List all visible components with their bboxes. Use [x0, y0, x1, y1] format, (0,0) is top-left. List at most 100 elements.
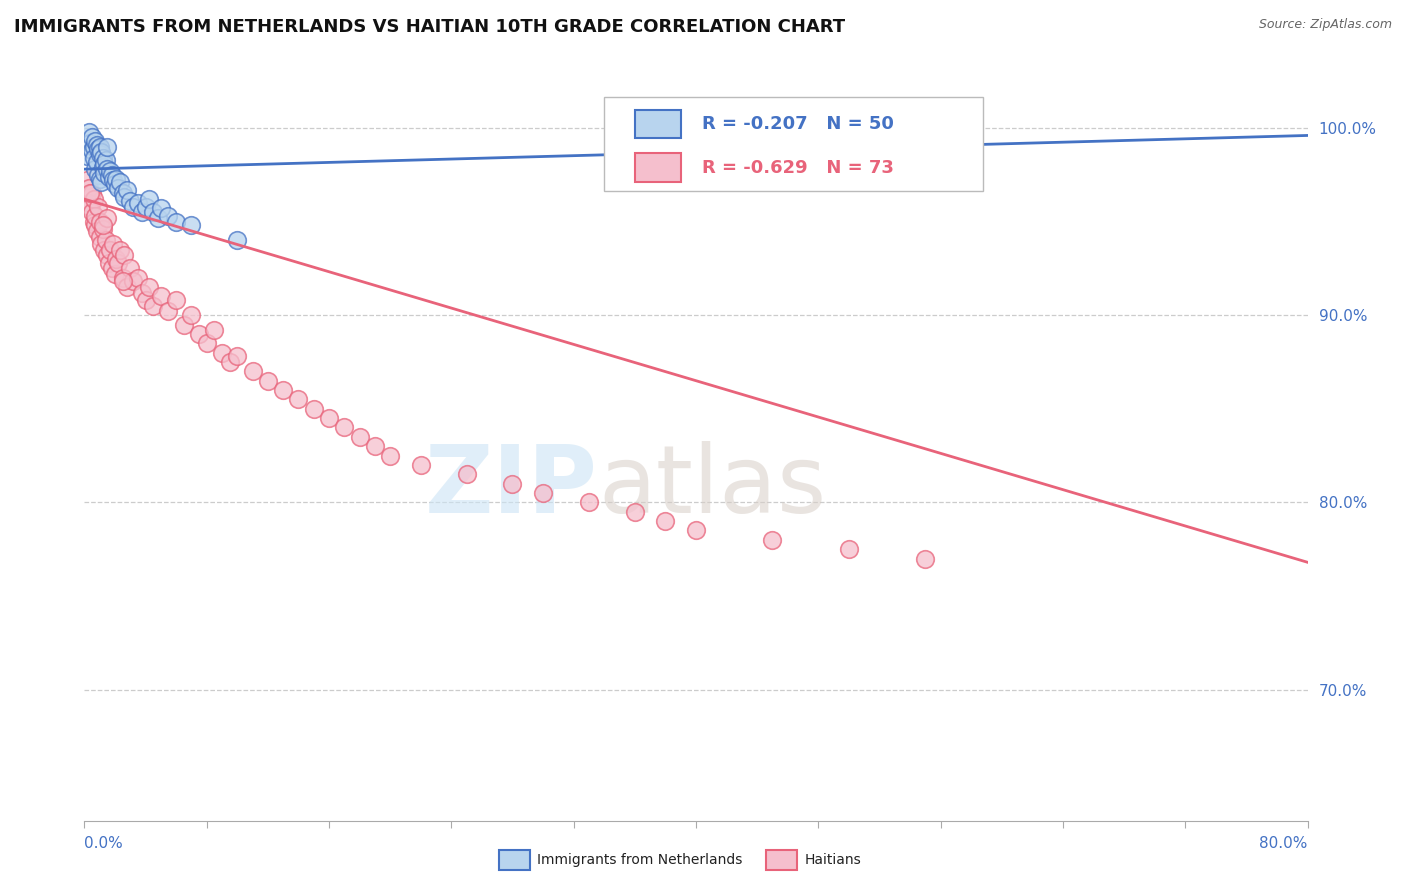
- Point: [578, 495, 600, 509]
- Point: [89, 229, 111, 244]
- Point: [165, 214, 187, 228]
- Point: [173, 318, 195, 332]
- Text: Source: ZipAtlas.com: Source: ZipAtlas.com: [1258, 18, 1392, 31]
- Point: [105, 171, 128, 186]
- Point: [89, 139, 111, 153]
- Point: [93, 166, 115, 180]
- Point: [84, 134, 107, 148]
- Point: [242, 364, 264, 378]
- Point: [456, 467, 478, 482]
- Point: [135, 200, 157, 214]
- Point: [180, 308, 202, 322]
- Point: [94, 233, 117, 247]
- Point: [838, 542, 860, 557]
- Text: R = -0.629   N = 73: R = -0.629 N = 73: [702, 159, 894, 177]
- Point: [91, 161, 114, 175]
- Point: [115, 280, 138, 294]
- Point: [111, 186, 134, 201]
- Point: [318, 411, 340, 425]
- Point: [83, 139, 105, 153]
- Point: [112, 248, 135, 262]
- Point: [122, 200, 145, 214]
- Point: [202, 323, 225, 337]
- Point: [80, 130, 103, 145]
- Point: [84, 209, 107, 223]
- Point: [142, 299, 165, 313]
- Point: [91, 219, 114, 233]
- Point: [83, 192, 105, 206]
- Point: [87, 200, 110, 214]
- Point: [287, 392, 309, 407]
- Point: [180, 219, 202, 233]
- Point: [380, 449, 402, 463]
- Point: [122, 275, 145, 289]
- Point: [624, 505, 647, 519]
- Point: [96, 139, 118, 153]
- Point: [76, 149, 98, 163]
- Point: [609, 149, 631, 163]
- Point: [80, 186, 103, 201]
- Point: [138, 280, 160, 294]
- Point: [79, 200, 101, 214]
- Point: [105, 252, 128, 266]
- Point: [157, 304, 180, 318]
- Point: [211, 345, 233, 359]
- Point: [188, 326, 211, 341]
- Point: [531, 486, 554, 500]
- Point: [89, 171, 111, 186]
- Point: [146, 211, 169, 225]
- Point: [685, 524, 707, 538]
- Point: [111, 270, 134, 285]
- Point: [135, 293, 157, 308]
- FancyBboxPatch shape: [636, 153, 682, 182]
- Point: [80, 144, 103, 158]
- Point: [90, 237, 112, 252]
- Point: [108, 175, 131, 189]
- Point: [103, 173, 125, 187]
- Point: [103, 237, 125, 252]
- Point: [86, 154, 108, 169]
- Point: [94, 153, 117, 167]
- Point: [101, 261, 124, 276]
- Point: [302, 401, 325, 416]
- Point: [89, 214, 111, 228]
- Point: [149, 202, 172, 216]
- Point: [138, 192, 160, 206]
- Point: [257, 374, 280, 388]
- Point: [91, 151, 114, 165]
- Point: [157, 209, 180, 223]
- FancyBboxPatch shape: [636, 110, 682, 138]
- Point: [120, 194, 142, 208]
- Point: [79, 186, 101, 201]
- Point: [127, 195, 149, 210]
- Point: [364, 439, 387, 453]
- Point: [108, 243, 131, 257]
- Point: [226, 350, 249, 364]
- Point: [107, 256, 129, 270]
- Text: 80.0%: 80.0%: [1260, 836, 1308, 851]
- Point: [115, 183, 138, 197]
- Point: [761, 533, 783, 547]
- Text: ZIP: ZIP: [425, 441, 598, 533]
- Point: [120, 261, 142, 276]
- Point: [96, 248, 118, 262]
- Point: [89, 147, 111, 161]
- Point: [165, 293, 187, 308]
- Point: [96, 211, 118, 225]
- FancyBboxPatch shape: [605, 96, 983, 191]
- Point: [914, 551, 936, 566]
- Point: [86, 224, 108, 238]
- Point: [131, 285, 153, 300]
- Point: [142, 205, 165, 219]
- Point: [87, 168, 110, 182]
- Point: [86, 137, 108, 152]
- Text: atlas: atlas: [598, 441, 827, 533]
- Point: [77, 181, 100, 195]
- Point: [409, 458, 432, 472]
- Point: [218, 355, 240, 369]
- Point: [90, 145, 112, 160]
- Text: 0.0%: 0.0%: [84, 836, 124, 851]
- Text: R = -0.207   N = 50: R = -0.207 N = 50: [702, 115, 894, 133]
- Point: [76, 173, 98, 187]
- Point: [195, 336, 218, 351]
